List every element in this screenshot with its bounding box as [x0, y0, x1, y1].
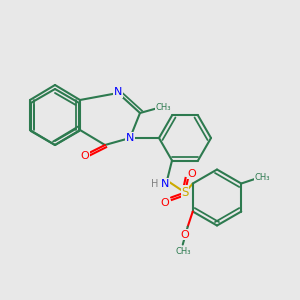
Text: N: N [114, 87, 122, 97]
Text: O: O [188, 169, 196, 178]
Text: O: O [81, 151, 89, 161]
Text: N: N [126, 133, 134, 143]
Text: N: N [161, 178, 169, 188]
Text: S: S [181, 186, 189, 199]
Text: H: H [151, 178, 159, 188]
Text: CH₃: CH₃ [254, 173, 270, 182]
Text: O: O [180, 230, 189, 239]
Text: O: O [160, 197, 169, 208]
Text: CH₃: CH₃ [175, 247, 190, 256]
Text: CH₃: CH₃ [155, 103, 171, 112]
